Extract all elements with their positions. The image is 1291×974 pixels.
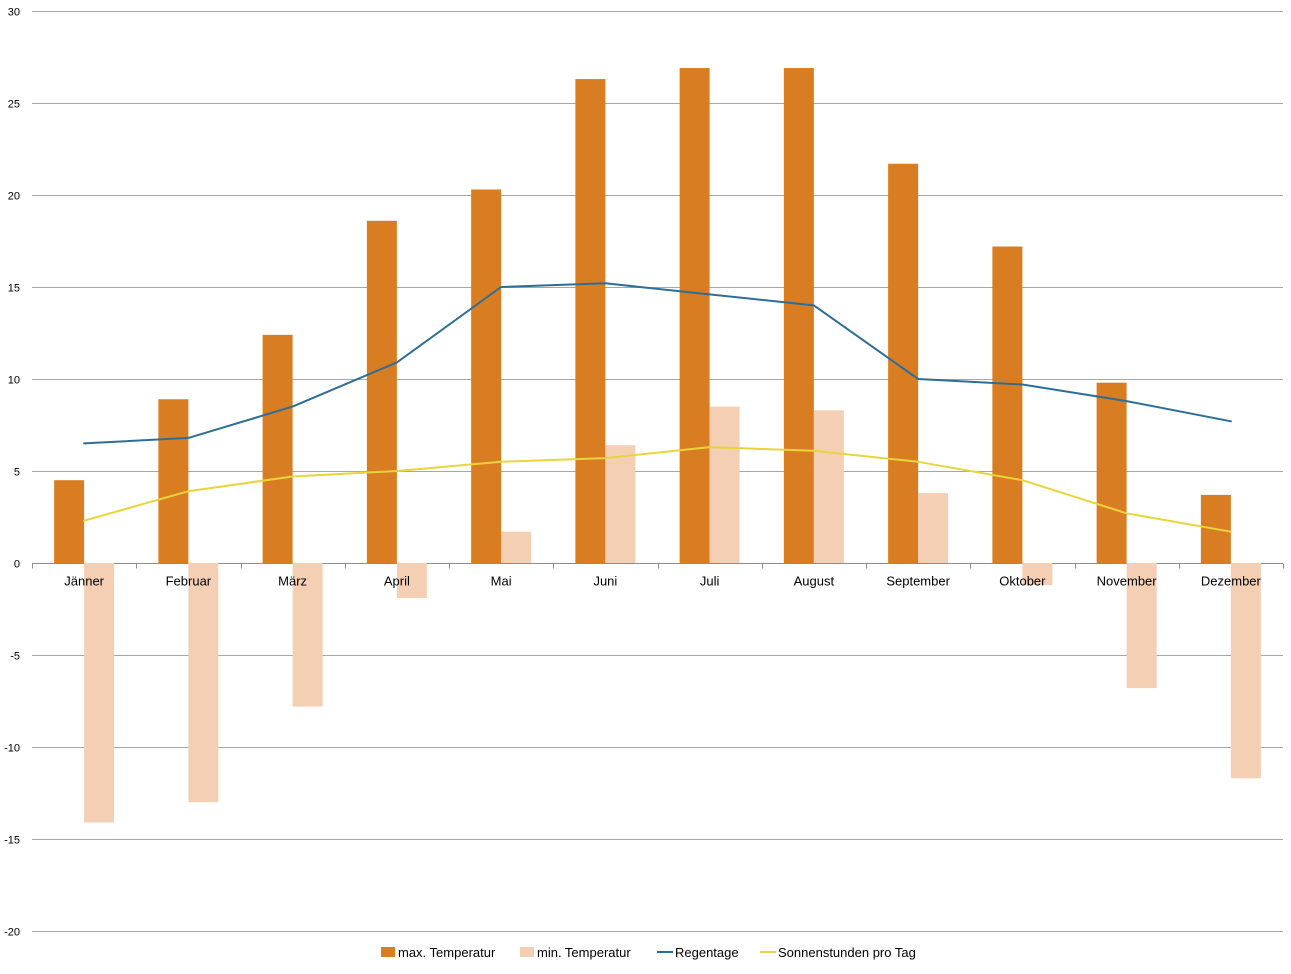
x-tick-label: Mai — [491, 574, 512, 589]
bar-min-temperature — [396, 563, 427, 598]
bar-max-temperature — [158, 399, 189, 563]
bar-min-temperature — [1230, 563, 1261, 779]
legend-label: min. Temperatur — [537, 945, 631, 960]
x-tick-label: Februar — [166, 574, 212, 589]
x-tick-label: Dezember — [1201, 574, 1262, 589]
bar-max-temperature — [992, 246, 1023, 563]
legend-swatch — [520, 947, 534, 957]
gridlines — [32, 11, 1283, 932]
y-tick-label: 15 — [8, 283, 20, 295]
bar-min-temperature — [501, 531, 532, 563]
y-tick-label: 25 — [8, 99, 20, 111]
legend-label: Regentage — [675, 945, 739, 960]
legend-item: min. Temperatur — [520, 945, 631, 960]
bar-max-temperature — [366, 220, 397, 563]
x-axis-ticks: Jänner Februar März April Mai Juni Juli August S… — [64, 574, 1261, 589]
x-axis — [32, 563, 1284, 569]
x-tick-label: Oktober — [999, 574, 1046, 589]
bar-max-temperature — [262, 334, 293, 563]
x-tick-label: April — [384, 574, 410, 589]
x-tick-label: Juni — [593, 574, 617, 589]
y-tick-label: 5 — [14, 467, 20, 479]
y-tick-label: 0 — [14, 559, 20, 571]
y-tick-label: 10 — [8, 375, 20, 387]
legend-swatch — [381, 947, 395, 957]
bar-min-temperature — [1126, 563, 1157, 689]
line-sunshine-hours — [83, 446, 1232, 533]
legend-label: max. Temperatur — [398, 945, 496, 960]
bar-min-temperature — [188, 563, 219, 803]
bar-max-temperature — [575, 79, 606, 563]
bar-max-temperature — [1096, 382, 1127, 563]
y-tick-label: -5 — [10, 651, 20, 663]
y-tick-label: 20 — [8, 191, 20, 203]
x-tick-label: November — [1097, 574, 1158, 589]
bar-min-temperature — [813, 410, 844, 563]
bars — [54, 68, 1261, 823]
bar-min-temperature — [709, 406, 740, 563]
x-tick-label: März — [278, 574, 307, 589]
bar-max-temperature — [679, 68, 710, 563]
y-axis-ticks: -20 -15 -10 -5 0 5 10 15 20 25 30 — [4, 7, 20, 939]
y-tick-label: -20 — [4, 927, 20, 939]
legend: max. Temperatur min. Temperatur Regentage S… — [381, 945, 916, 960]
bar-min-temperature — [605, 445, 636, 563]
y-tick-label: -15 — [4, 835, 20, 847]
y-tick-label: -10 — [4, 743, 20, 755]
bar-max-temperature — [783, 68, 814, 563]
legend-item: Sonnenstunden pro Tag — [760, 945, 916, 960]
y-tick-label: 30 — [8, 7, 20, 19]
x-tick-label: August — [794, 574, 835, 589]
x-tick-label: Juli — [700, 574, 720, 589]
x-tick-label: September — [886, 574, 950, 589]
bar-min-temperature — [1022, 563, 1053, 586]
legend-label: Sonnenstunden pro Tag — [778, 945, 916, 960]
bar-max-temperature — [471, 189, 502, 564]
legend-item: Regentage — [657, 945, 739, 960]
bar-min-temperature — [918, 493, 949, 563]
legend-item: max. Temperatur — [381, 945, 496, 960]
bar-max-temperature — [888, 163, 919, 563]
x-tick-label: Jänner — [64, 574, 104, 589]
bar-max-temperature — [54, 480, 85, 563]
bar-min-temperature — [84, 563, 115, 823]
bar-min-temperature — [292, 563, 323, 707]
line-rain-days — [83, 282, 1232, 445]
lines — [83, 282, 1232, 533]
